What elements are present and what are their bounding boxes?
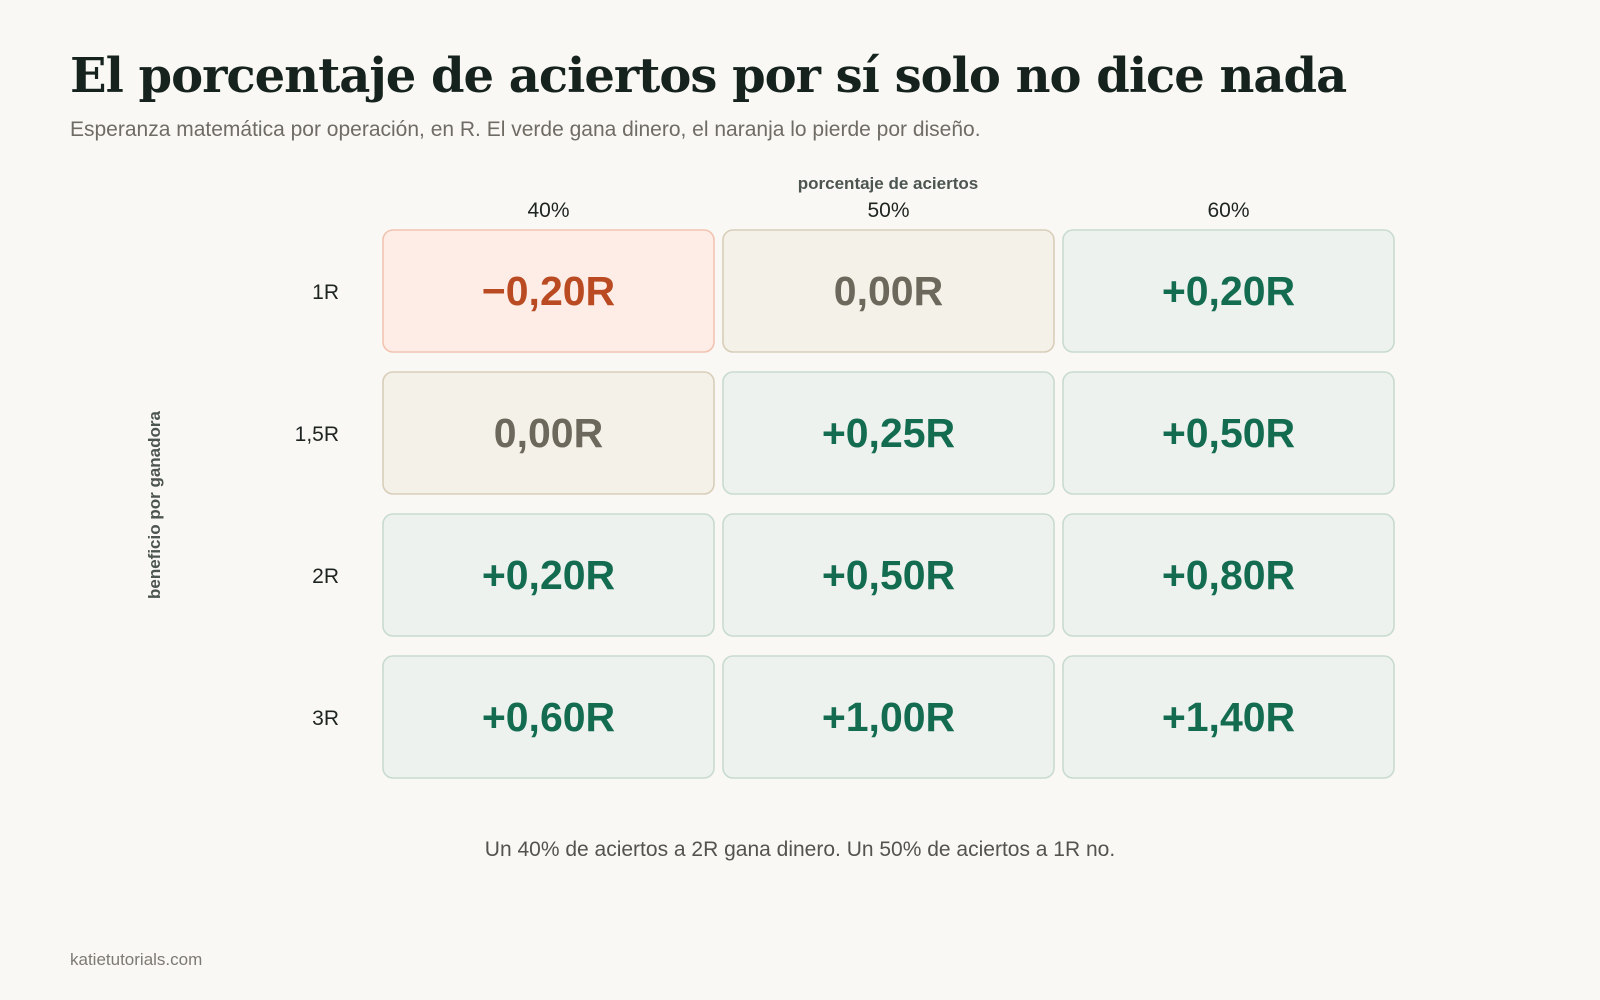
y-tick-label: 2R [312,565,339,588]
x-tick-label: 40% [527,199,569,222]
heatmap-cell [382,371,715,495]
y-tick-labels: 1R 1,5R 2R 3R [295,281,339,730]
x-tick-label: 50% [867,199,909,222]
heatmap-cell [382,655,715,779]
cell-value-label: +0,60R [482,694,615,740]
heatmap-cell [1062,371,1395,495]
heatmap-cell [722,655,1055,779]
y-tick-label: 1R [312,281,339,304]
y-axis-title: beneficio por ganadora [145,410,164,599]
y-tick-label: 3R [312,707,339,730]
heatmap-cell [382,513,715,637]
cell-value-label: +0,20R [1162,268,1295,314]
heatmap-cell [722,371,1055,495]
heatmap-cell [1062,513,1395,637]
cell-value-label: +0,80R [1162,552,1295,598]
cell-value-label: 0,00R [834,268,943,314]
cell-value-label: +0,50R [1162,410,1295,456]
cell-value-label: +0,25R [822,410,955,456]
chart-subtitle: Esperanza matemática por operación, en R… [70,118,981,141]
cell-value-label: 0,00R [494,410,603,456]
cell-value-label: +0,20R [482,552,615,598]
cell-value-label: +1,40R [1162,694,1295,740]
x-tick-labels: 40% 50% 60% [527,199,1249,222]
x-tick-label: 60% [1207,199,1249,222]
heatmap-cell [1062,655,1395,779]
footnote: Un 40% de aciertos a 2R gana dinero. Un … [484,838,1116,861]
heatmap-cells: −0,20R 0,00R +0,20R 0,00R +0,25R +0,50R +0,20R… [382,229,1395,779]
y-tick-label: 1,5R [295,423,339,446]
cell-value-label: +1,00R [822,694,955,740]
cell-value-label: −0,20R [482,268,615,314]
heatmap-cell [1062,229,1395,353]
cell-value-label: +0,50R [822,552,955,598]
heatmap-cell [382,229,715,353]
x-axis-title: porcentaje de aciertos [798,174,978,193]
source-credit: katietutorials.com [70,950,203,969]
heatmap-cell [722,513,1055,637]
chart-title: El porcentaje de aciertos por sí solo no… [70,48,1347,104]
heatmap-cell [722,229,1055,353]
